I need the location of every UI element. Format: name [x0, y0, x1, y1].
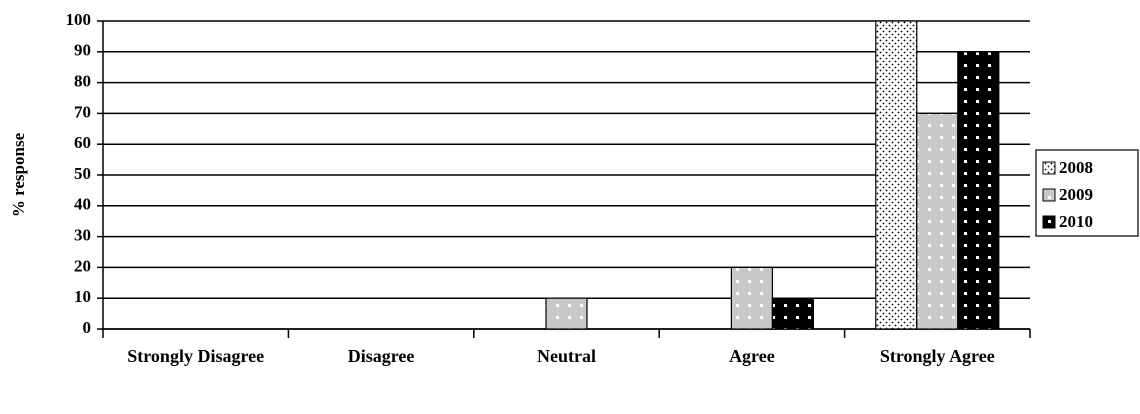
- bar: [730, 266, 774, 330]
- legend-label: 2008: [1059, 158, 1093, 177]
- legend-swatch: [1042, 161, 1056, 175]
- bar: [916, 112, 959, 330]
- y-tick-label: 50: [74, 164, 91, 183]
- y-tick-label: 80: [74, 72, 91, 91]
- legend-swatch: [1042, 215, 1056, 229]
- y-tick-label: 30: [74, 226, 91, 245]
- x-tick-label: Strongly Agree: [879, 346, 995, 366]
- x-tick-label: Neutral: [537, 346, 596, 366]
- legend-label: 2010: [1059, 212, 1093, 231]
- y-tick-label: 90: [74, 41, 91, 60]
- bar: [957, 51, 1000, 330]
- bar: [875, 20, 918, 330]
- y-tick-label: 60: [74, 133, 91, 152]
- y-tick-label: 20: [74, 256, 91, 275]
- legend-label: 2009: [1059, 185, 1093, 204]
- y-tick-label: 100: [66, 10, 92, 29]
- y-tick-label: 70: [74, 102, 91, 121]
- bar: [771, 297, 815, 330]
- y-tick-label: 40: [74, 195, 91, 214]
- x-tick-label: Disagree: [347, 346, 415, 366]
- y-tick-label: 10: [74, 287, 91, 306]
- bar: [545, 297, 588, 330]
- x-tick-label: Agree: [729, 346, 775, 366]
- legend-swatch: [1042, 188, 1056, 202]
- y-tick-label: 0: [83, 318, 92, 337]
- x-tick-label: Strongly Disagree: [127, 346, 265, 366]
- y-axis-title: % response: [9, 132, 28, 217]
